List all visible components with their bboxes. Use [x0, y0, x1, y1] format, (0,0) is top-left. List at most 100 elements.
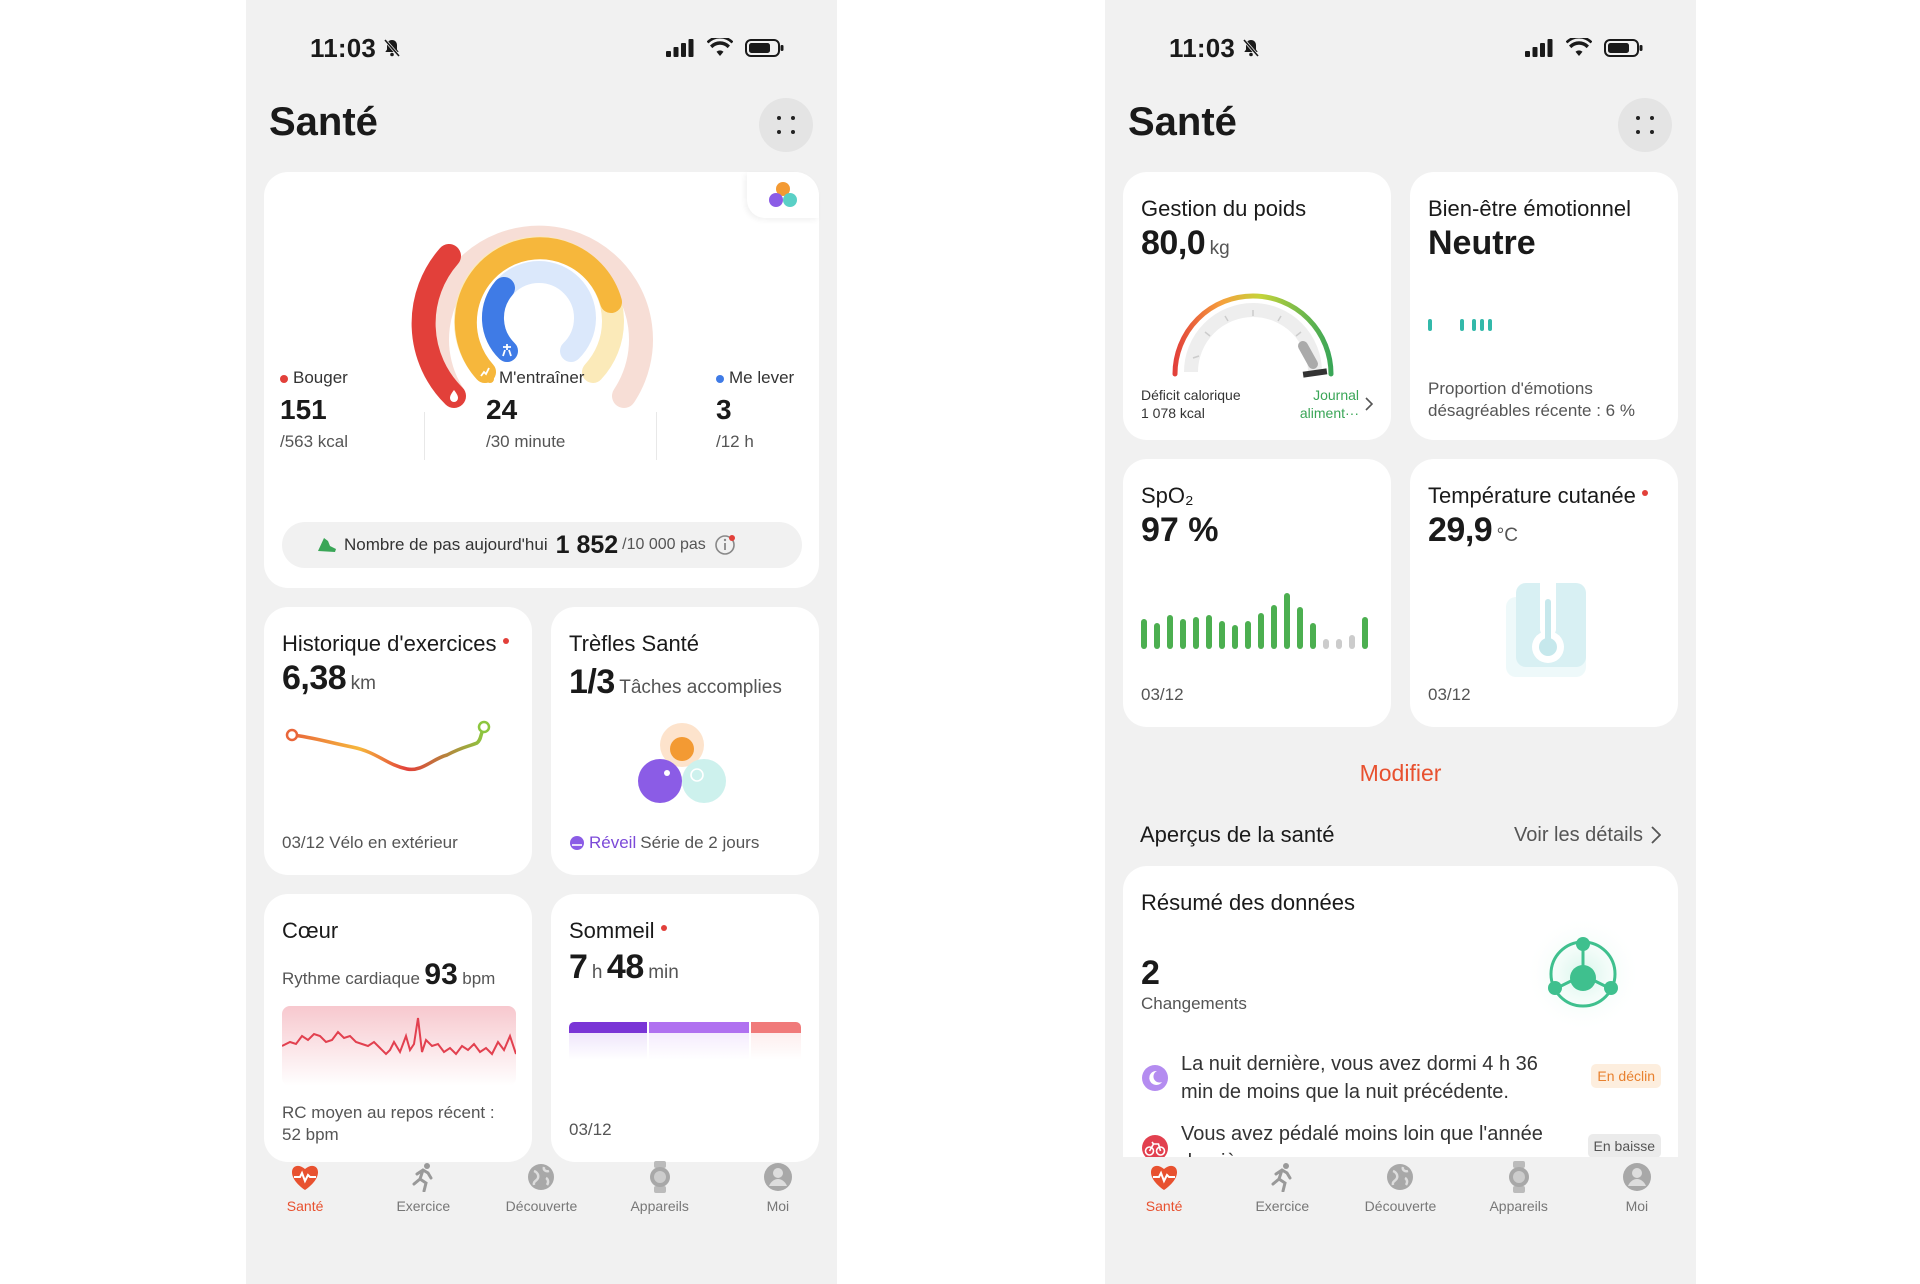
weight-unit: kg [1209, 238, 1230, 259]
exercise-distance: 6,38 [282, 659, 347, 697]
spo2-card[interactable]: SpO₂ 97 % 03/12 [1123, 459, 1391, 727]
view-details-link[interactable]: Voir les détails [1514, 824, 1661, 847]
chevron-right-icon [1365, 397, 1373, 411]
exercise-history-title: Historique d'exercices [282, 631, 497, 656]
nav-label: Découverte [1364, 1198, 1437, 1214]
nav-label: Santé [286, 1198, 324, 1214]
emotion-chart [1428, 319, 1492, 331]
heart-title: Cœur [282, 918, 339, 943]
grid-dots-icon [1636, 116, 1654, 134]
clovers-footer-accent: Réveil [589, 833, 637, 852]
weight-card[interactable]: Gestion du poids 80,0 kg Déficit caloriq… [1123, 172, 1391, 440]
clovers-footer: Série de 2 jours [640, 833, 760, 852]
bell-muted-icon [383, 39, 401, 57]
heart-rate-chart [282, 1006, 516, 1086]
sleep-hours: 7 [569, 948, 588, 986]
emotional-wellbeing-card[interactable]: Bien-être émotionnel Neutre Proportion d… [1410, 172, 1678, 440]
data-summary-card[interactable]: Résumé des données 2 Changements La nuit… [1123, 866, 1678, 1166]
modify-button[interactable]: Modifier [1359, 760, 1442, 786]
calorie-deficit-value: 1 078 kcal [1141, 405, 1205, 421]
phone-screen-right: 11:03 Santé Gestion du poids 80,0 kg Déf… [1105, 0, 1696, 1284]
move-stat[interactable]: Bouger 151 /563 kcal [280, 368, 430, 452]
wifi-icon [1566, 38, 1592, 56]
weight-title: Gestion du poids [1141, 196, 1307, 221]
move-label: Bouger [293, 368, 348, 387]
nav-sante[interactable]: Santé [1114, 1160, 1214, 1240]
route-map [285, 720, 491, 772]
battery-icon [745, 39, 784, 57]
food-journal-line2: aliment··· [1299, 405, 1359, 421]
activity-rings-card[interactable]: Bouger 151 /563 kcal M'entraîner 24 /30 … [264, 172, 819, 588]
phone-screen-left: 11:03 Santé Bouger 151 [246, 0, 837, 1284]
status-time: 11:03 [1169, 32, 1236, 63]
stand-stat[interactable]: Me lever 3 /12 h [716, 368, 816, 452]
skin-temperature-card[interactable]: Température cutanée 29,9 °C 03/12 [1410, 459, 1678, 727]
exercise-history-card[interactable]: Historique d'exercices 6,38 km 03/12 Vél… [264, 607, 532, 875]
weight-value: 80,0 [1141, 224, 1206, 262]
emotion-value: Neutre [1428, 224, 1536, 262]
info-icon[interactable] [714, 534, 736, 556]
nav-sante[interactable]: Santé [255, 1160, 355, 1240]
exercise-goal: /30 minute [486, 432, 566, 451]
clovers-progress-label: Tâches accomplies [619, 677, 782, 698]
view-details-label: Voir les détails [1514, 823, 1643, 846]
sleep-title: Sommeil [569, 918, 655, 943]
wake-icon [570, 836, 584, 850]
nav-label: Appareils [630, 1198, 689, 1214]
bell-muted-icon [1242, 39, 1260, 57]
nav-exercice[interactable]: Exercice [1232, 1160, 1332, 1240]
exercise-legend-dot [486, 374, 494, 383]
exercise-label: M'entraîner [499, 368, 585, 387]
resting-hr-line2: 52 bpm [282, 1125, 339, 1144]
spo2-chart [1141, 593, 1368, 649]
health-clovers-card[interactable]: Trèfles Santé 1/3 Tâches accomplies Réve… [551, 607, 819, 875]
calorie-deficit-label: Déficit calorique [1141, 387, 1241, 403]
chevron-right-icon [1651, 826, 1661, 844]
stand-goal: /12 h [716, 432, 754, 451]
nav-decouverte[interactable]: Découverte [491, 1160, 591, 1240]
status-bar: 11:03 [310, 30, 785, 66]
stat-divider [656, 412, 657, 460]
summary-item[interactable]: La nuit dernière, vous avez dormi 4 h 36… [1141, 1050, 1661, 1106]
nav-moi[interactable]: Moi [1587, 1160, 1687, 1240]
globe-icon [528, 1164, 555, 1190]
bottom-navigation: Santé Exercice Découverte Appareils Moi [246, 1160, 837, 1240]
nav-decouverte[interactable]: Découverte [1350, 1160, 1450, 1240]
exercise-distance-unit: km [350, 673, 376, 694]
activity-rings [411, 225, 653, 408]
move-legend-dot [280, 374, 288, 383]
signal-icon [666, 39, 694, 57]
running-icon [412, 1163, 433, 1192]
nav-label: Moi [1625, 1198, 1649, 1214]
sleep-stage-rem [751, 1022, 801, 1060]
data-summary-title: Résumé des données [1141, 890, 1356, 915]
wifi-icon [707, 38, 733, 56]
sleep-card[interactable]: Sommeil 7 h 48 min 03/12 [551, 894, 819, 1162]
nav-appareils[interactable]: Appareils [1469, 1160, 1569, 1240]
emotion-footer-line2: désagréables récente : 6 % [1428, 401, 1635, 420]
food-journal-link[interactable]: Journal aliment··· [1300, 386, 1373, 422]
watch-icon [649, 1161, 670, 1193]
skin-temperature-value: 29,9 [1428, 511, 1493, 549]
steps-bar[interactable]: Nombre de pas aujourd'hui 1 852 /10 000 … [282, 522, 802, 568]
more-button[interactable] [759, 98, 813, 152]
rings-theme-tab[interactable] [747, 172, 819, 218]
nav-exercice[interactable]: Exercice [373, 1160, 473, 1240]
data-network-icon [1525, 916, 1641, 1032]
nav-appareils[interactable]: Appareils [610, 1160, 710, 1240]
clovers-progress: 1/3 [569, 663, 615, 701]
skin-temperature-date: 03/12 [1428, 685, 1471, 704]
moon-icon [1142, 1065, 1168, 1091]
user-icon [1622, 1163, 1651, 1191]
sleep-stages-bar [569, 1022, 801, 1060]
grid-dots-icon [777, 116, 795, 134]
exercise-value: 24 [486, 394, 518, 425]
heart-card[interactable]: Cœur Rythme cardiaque 93 bpm RC moyen au… [264, 894, 532, 1162]
nav-label: Appareils [1489, 1198, 1548, 1214]
exercise-history-footer: 03/12 Vélo en extérieur [282, 833, 458, 852]
more-button[interactable] [1618, 98, 1672, 152]
health-insights-header: Aperçus de la santé Voir les détails [1140, 822, 1661, 848]
nav-moi[interactable]: Moi [728, 1160, 828, 1240]
insights-title: Aperçus de la santé [1140, 822, 1335, 847]
exercise-stat[interactable]: M'entraîner 24 /30 minute [486, 368, 646, 452]
